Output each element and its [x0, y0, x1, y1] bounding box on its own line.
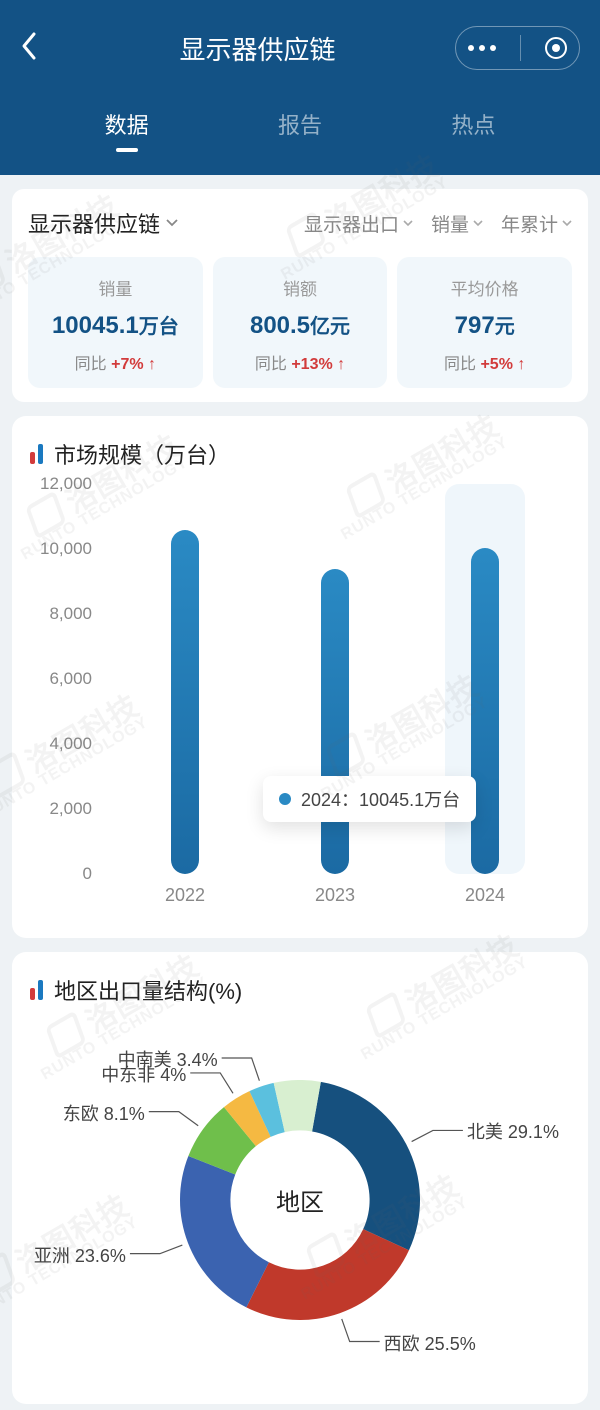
filter-row: 显示器供应链 显示器出口 销量 年累计 [28, 207, 572, 239]
back-button[interactable] [20, 31, 60, 66]
stat-delta: 同比 +5% ↑ [407, 350, 562, 374]
donut-chart[interactable]: 地区 北美 29.1%西欧 25.5%亚洲 23.6%东欧 8.1%中东非 4%… [30, 1020, 570, 1380]
bar-2022[interactable] [171, 530, 199, 875]
slice-label-西欧: 西欧 25.5% [384, 1330, 476, 1356]
miniprogram-capsule[interactable] [455, 26, 580, 70]
stat-revenue: 销额 800.5亿元 同比 +13% ↑ [213, 257, 388, 388]
close-target-icon [545, 37, 567, 59]
slice-label-东欧: 东欧 8.1% [63, 1100, 145, 1126]
stat-value: 797元 [407, 310, 562, 340]
main-tabs: 数据 报告 热点 [0, 108, 600, 152]
stat-label: 销量 [38, 275, 193, 300]
card-title: 市场规模（万台） [30, 438, 570, 470]
filter-stats-card: 显示器供应链 显示器出口 销量 年累计 销量 10045.1万台 同比 +7% … [12, 189, 588, 402]
top-bar: 显示器供应链 [0, 18, 600, 78]
stat-avg-price: 平均价格 797元 同比 +5% ↑ [397, 257, 572, 388]
bar-2024[interactable] [471, 548, 499, 874]
chevron-down-icon [562, 220, 572, 227]
slice-label-亚洲: 亚洲 23.6% [34, 1242, 126, 1268]
stat-label: 销额 [223, 275, 378, 300]
chevron-down-icon [403, 220, 413, 227]
stat-label: 平均价格 [407, 275, 562, 300]
filter-period[interactable]: 年累计 [501, 210, 572, 237]
bar-plot: 2022202320242024：10045.1万台 [110, 484, 560, 874]
chart-tooltip: 2024：10045.1万台 [263, 776, 476, 822]
app-header: 显示器供应链 数据 报告 热点 [0, 0, 600, 175]
stat-value: 800.5亿元 [223, 310, 378, 340]
bar-chart[interactable]: 02,0004,0006,0008,00010,00012,000 202220… [30, 484, 570, 914]
tab-hot[interactable]: 热点 [451, 108, 495, 152]
slice-label-中南美: 中南美 3.4% [118, 1046, 218, 1072]
tab-report[interactable]: 报告 [278, 108, 322, 152]
stat-value: 10045.1万台 [38, 310, 193, 340]
slice-label-北美: 北美 29.1% [467, 1118, 559, 1144]
content-area: 显示器供应链 显示器出口 销量 年累计 销量 10045.1万台 同比 +7% … [0, 189, 600, 1404]
card-title: 地区出口量结构(%) [30, 974, 570, 1006]
page-title: 显示器供应链 [179, 30, 335, 67]
chevron-left-icon [20, 31, 38, 61]
chevron-down-icon [473, 220, 483, 227]
stat-delta: 同比 +13% ↑ [223, 350, 378, 374]
tab-data[interactable]: 数据 [105, 108, 149, 152]
stat-row: 销量 10045.1万台 同比 +7% ↑ 销额 800.5亿元 同比 +13%… [28, 257, 572, 388]
y-axis: 02,0004,0006,0008,00010,00012,000 [30, 484, 100, 874]
bar-2023[interactable] [321, 569, 349, 875]
stat-delta: 同比 +7% ↑ [38, 350, 193, 374]
filter-category[interactable]: 显示器供应链 [28, 207, 286, 239]
chevron-down-icon [166, 219, 178, 227]
filter-volume[interactable]: 销量 [431, 210, 483, 237]
more-icon [468, 45, 496, 51]
stat-volume: 销量 10045.1万台 同比 +7% ↑ [28, 257, 203, 388]
title-marker-icon [30, 444, 44, 464]
title-marker-icon [30, 980, 44, 1000]
market-size-card: 市场规模（万台） 02,0004,0006,0008,00010,00012,0… [12, 416, 588, 938]
region-structure-card: 地区出口量结构(%) 地区 北美 29.1%西欧 25.5%亚洲 23.6%东欧… [12, 952, 588, 1404]
filter-export[interactable]: 显示器出口 [304, 210, 413, 237]
filter-category-label: 显示器供应链 [28, 207, 160, 239]
